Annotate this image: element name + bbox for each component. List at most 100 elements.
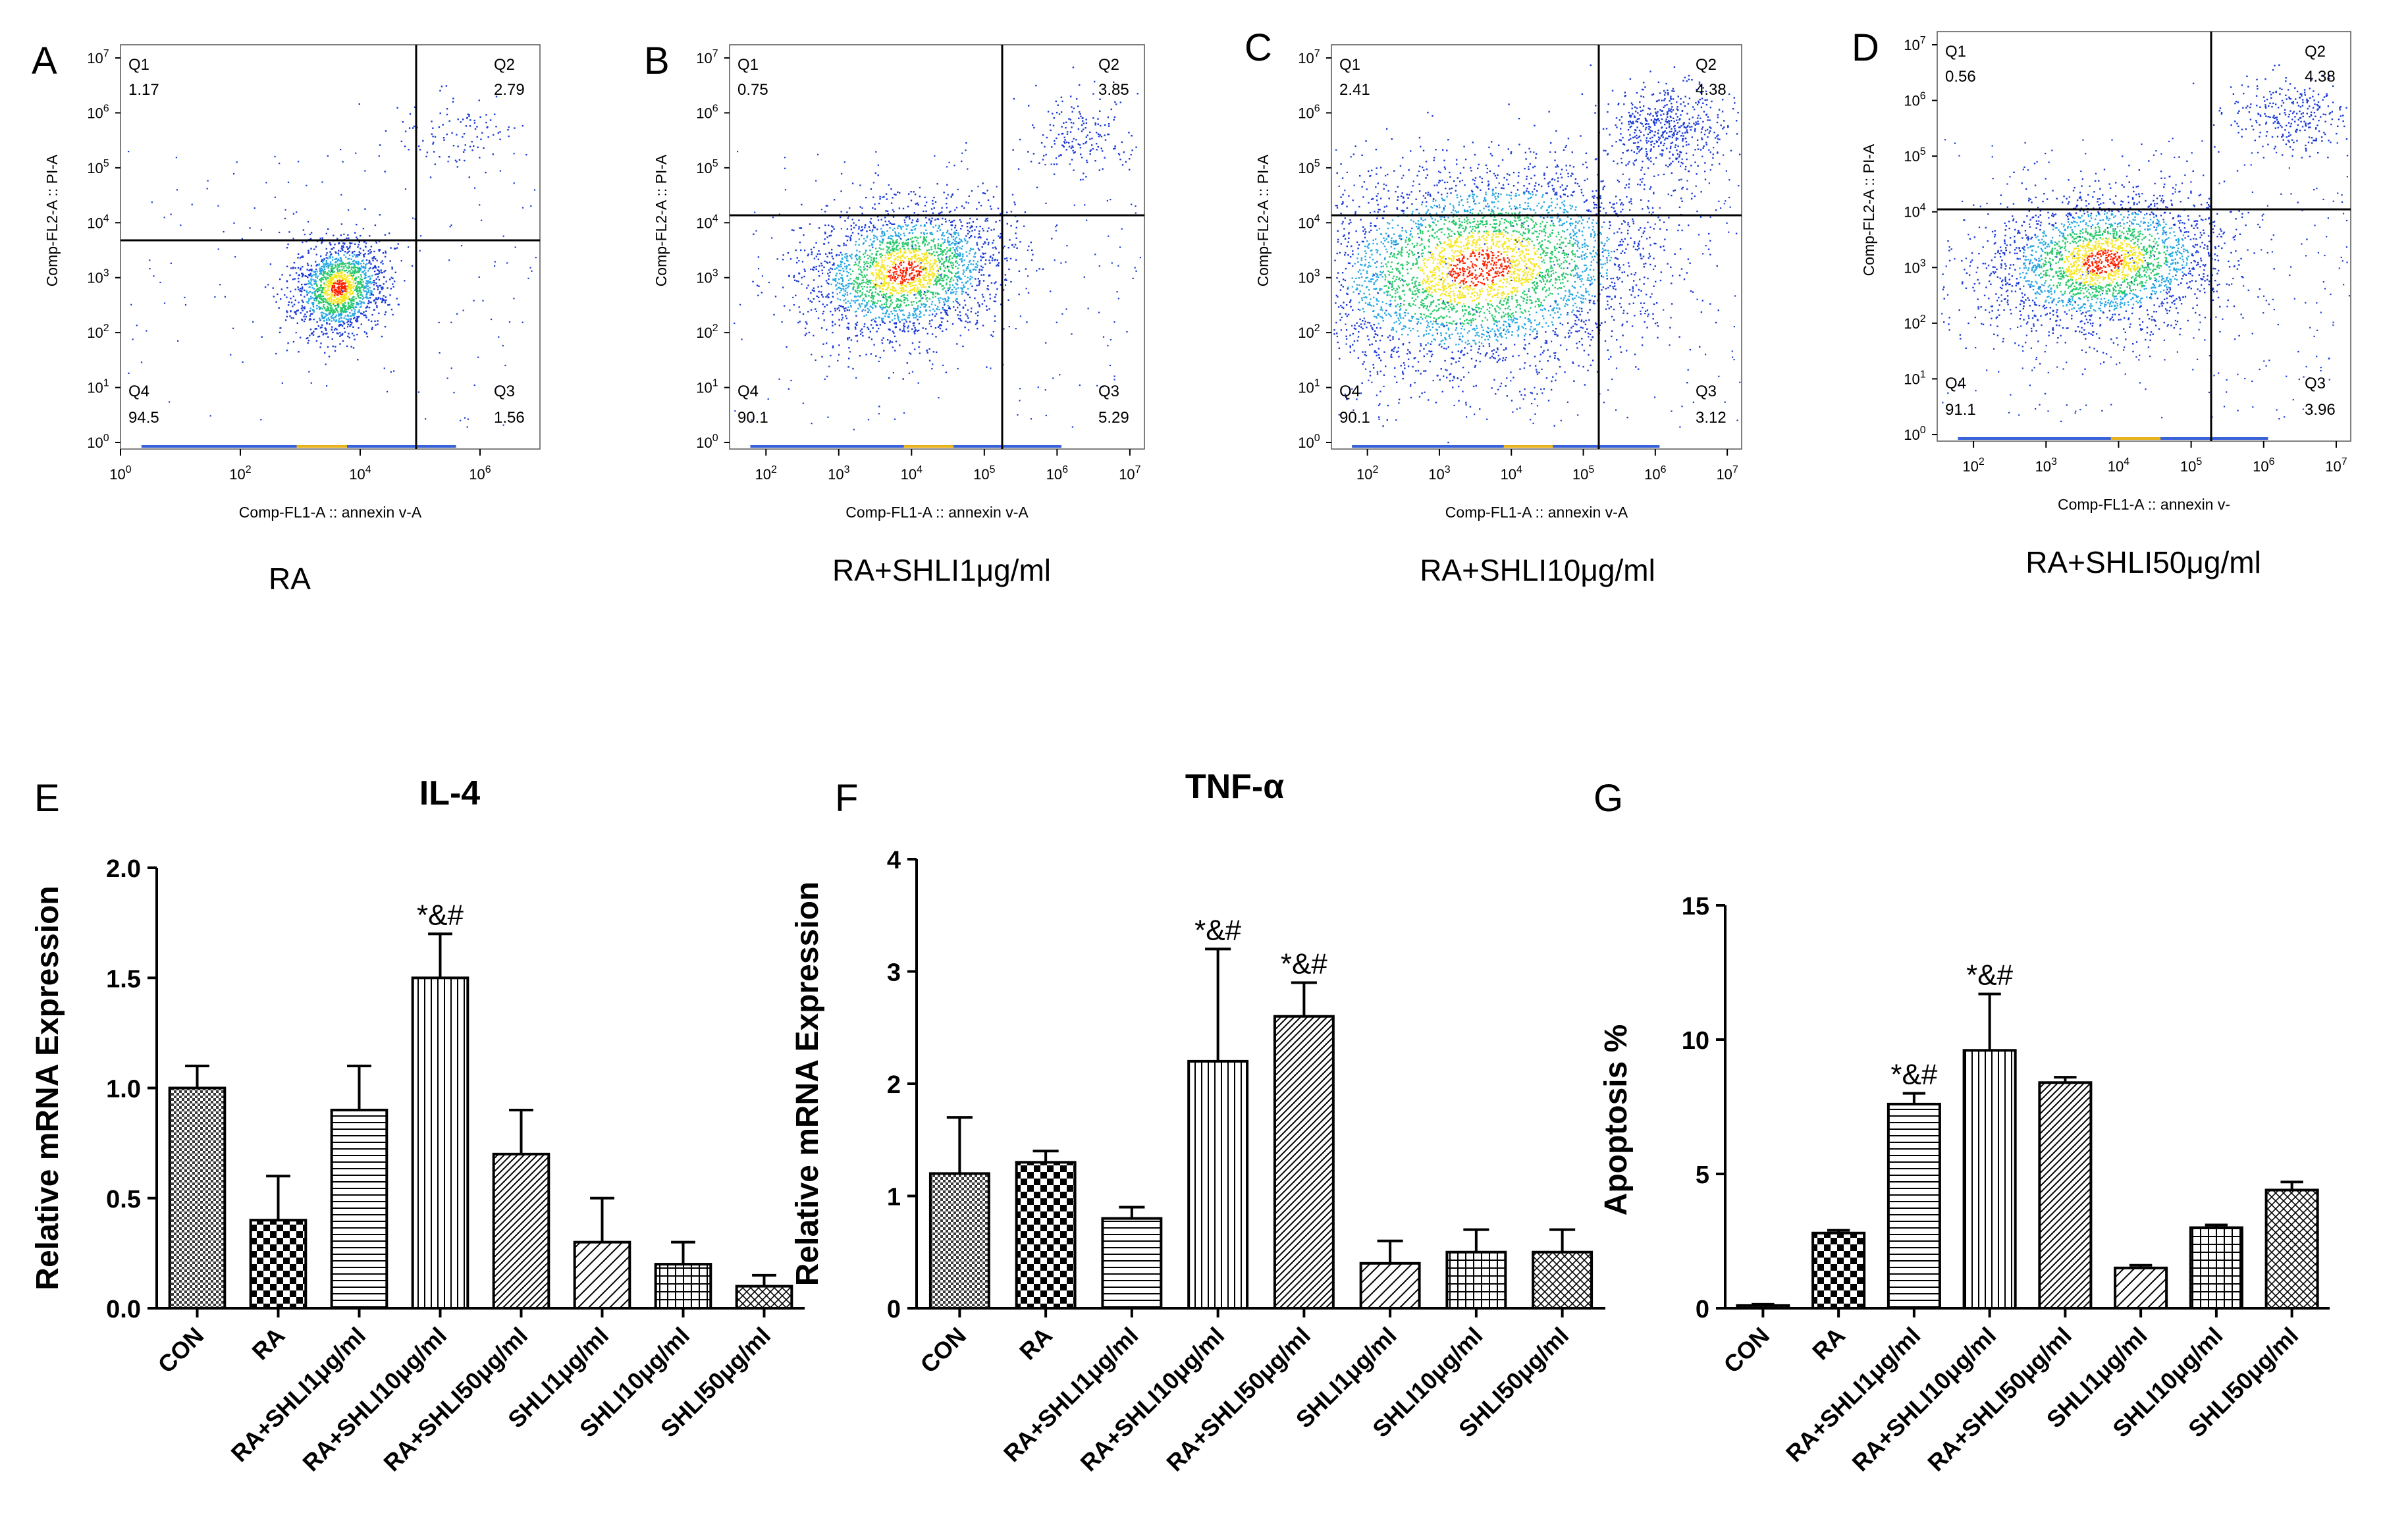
event-point <box>942 285 944 287</box>
event-point <box>912 277 914 279</box>
event-point <box>915 315 918 317</box>
event-point <box>931 291 934 294</box>
event-point <box>1089 150 1091 152</box>
event-point <box>870 282 872 284</box>
event-point <box>849 254 851 257</box>
event-point <box>952 301 955 303</box>
event-point <box>918 273 921 275</box>
event-point <box>944 303 946 305</box>
event-point <box>826 329 828 331</box>
event-point <box>1060 262 1062 264</box>
event-point <box>1580 307 1583 310</box>
event-point <box>846 211 848 213</box>
event-point <box>346 288 348 291</box>
event-point <box>1102 386 1104 388</box>
event-point <box>855 291 857 293</box>
event-point <box>313 309 315 311</box>
event-point <box>982 296 984 298</box>
event-point <box>352 305 354 307</box>
x-tick-label: 107 <box>1119 464 1140 483</box>
event-point <box>899 257 901 259</box>
event-point <box>368 290 370 292</box>
event-point <box>909 218 911 220</box>
event-point <box>854 311 857 313</box>
event-point <box>365 287 367 289</box>
event-point <box>474 187 476 189</box>
event-point <box>314 292 316 294</box>
event-point <box>897 319 900 321</box>
event-point <box>1049 124 1052 126</box>
event-point <box>321 291 323 293</box>
event-point <box>823 319 825 321</box>
event-point <box>888 313 890 315</box>
panel-caption: RA+SHLI1μg/ml <box>832 553 1051 587</box>
event-point <box>754 211 756 213</box>
event-point <box>365 290 367 292</box>
event-point <box>869 267 870 269</box>
event-point <box>902 290 904 292</box>
event-point <box>939 248 942 250</box>
event-point <box>899 225 901 228</box>
event-point <box>873 257 875 259</box>
event-point <box>354 263 356 265</box>
event-point <box>928 276 930 278</box>
event-point <box>838 287 840 289</box>
event-point <box>838 309 841 311</box>
event-point <box>909 273 911 275</box>
event-point <box>893 272 895 274</box>
event-point <box>499 131 501 133</box>
event-point <box>487 136 489 138</box>
event-point <box>824 211 826 213</box>
event-point <box>1027 275 1029 277</box>
event-point <box>382 263 384 265</box>
event-point <box>857 299 859 302</box>
event-point <box>535 257 537 259</box>
event-point <box>1015 237 1017 239</box>
event-point <box>812 268 814 270</box>
event-point <box>903 318 905 321</box>
event-point <box>828 296 830 299</box>
event-point <box>880 228 882 230</box>
event-point <box>900 238 902 240</box>
event-point <box>1538 304 1540 306</box>
event-point <box>132 338 134 340</box>
event-point <box>846 309 848 311</box>
event-point <box>886 309 888 311</box>
event-point <box>887 282 889 284</box>
event-point <box>945 292 948 294</box>
plot-frame <box>729 44 1145 450</box>
event-point <box>1058 155 1060 157</box>
event-point <box>922 297 924 299</box>
event-point <box>855 300 857 302</box>
event-point <box>914 327 916 329</box>
event-point <box>340 263 342 265</box>
event-point <box>326 252 328 254</box>
event-point <box>302 273 304 275</box>
event-point <box>909 284 911 286</box>
event-point <box>917 292 919 294</box>
event-point <box>924 269 926 271</box>
event-point <box>872 196 874 198</box>
event-point <box>306 275 308 277</box>
event-point <box>438 321 440 323</box>
event-point <box>358 327 360 329</box>
event-point <box>1045 202 1047 204</box>
event-point <box>899 238 901 240</box>
event-point <box>331 298 333 300</box>
event-point <box>880 290 882 292</box>
event-point <box>356 286 358 288</box>
event-point <box>329 302 331 305</box>
x-axis-label: Comp-FL1-A :: annexin v-A <box>845 504 1029 521</box>
event-point <box>1085 136 1087 138</box>
event-point <box>916 202 919 204</box>
event-point <box>882 225 884 226</box>
event-point <box>310 313 312 315</box>
event-point <box>393 280 396 282</box>
event-point <box>861 207 863 209</box>
event-point <box>1545 322 1547 324</box>
event-point <box>892 240 894 242</box>
event-point <box>944 274 946 276</box>
event-point <box>960 239 963 241</box>
event-point <box>153 275 155 277</box>
event-point <box>899 261 902 264</box>
